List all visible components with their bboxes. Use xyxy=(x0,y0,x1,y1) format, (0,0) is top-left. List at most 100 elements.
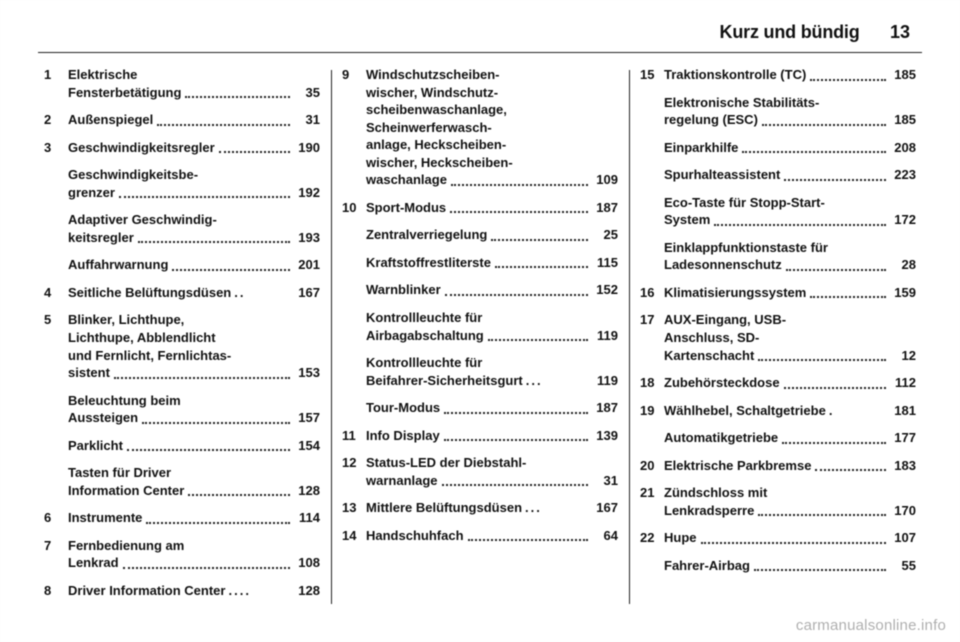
entry-text-line: Beleuchtung beim xyxy=(68,392,320,410)
entry-text-line: wischer, Heckscheiben- xyxy=(366,154,618,172)
entry-page: 167 xyxy=(294,284,320,302)
entry-page: 167 xyxy=(592,499,618,517)
entry-leader xyxy=(488,339,588,341)
entry-page: 109 xyxy=(592,171,618,189)
entry-text-line: Hupe xyxy=(664,529,697,547)
index-entry: 12Status-LED der Diebstahl-warnanlage31 xyxy=(342,454,618,489)
entry-page: 187 xyxy=(592,199,618,217)
entry-body: Driver Information Center....128 xyxy=(68,582,320,600)
entry-text-line: Wählhebel, Schaltgetriebe xyxy=(664,402,826,420)
entry-page: 112 xyxy=(890,374,916,392)
entry-leader xyxy=(491,239,588,241)
entry-body: ElektrischeFensterbetätigung35 xyxy=(68,66,320,101)
index-entry: 19Wählhebel, Schaltgetriebe.181 xyxy=(640,402,916,420)
index-entry: 22Hupe107 xyxy=(640,529,916,547)
entry-text-line: Adaptiver Geschwindig- xyxy=(68,211,320,229)
entry-number: 14 xyxy=(342,527,366,545)
entry-text-line: Eco-Taste für Stopp-Start- xyxy=(664,194,916,212)
index-entry: 1ElektrischeFensterbetätigung35 xyxy=(44,66,320,101)
entry-number: 19 xyxy=(640,402,664,420)
entry-text-line: Elektrische xyxy=(68,66,320,84)
index-entry: 2Außenspiegel31 xyxy=(44,111,320,129)
index-entry: 14Handschuhfach64 xyxy=(342,527,618,545)
entry-body: Parklicht154 xyxy=(68,437,320,455)
entry-leader xyxy=(138,241,290,243)
index-entry: Kontrollleuchte fürAirbagabschaltung119 xyxy=(342,309,618,344)
entry-body: Instrumente114 xyxy=(68,509,320,527)
entry-leader xyxy=(444,412,588,414)
entry-text-line: Aussteigen xyxy=(68,409,138,427)
entry-leader: . xyxy=(829,402,887,420)
entry-number: 8 xyxy=(44,582,68,600)
entry-page: 181 xyxy=(890,402,916,420)
entry-leader xyxy=(786,269,886,271)
entry-page: 183 xyxy=(890,457,916,475)
index-entry: Einparkhilfe208 xyxy=(640,139,916,157)
index-entry: 3Geschwindigkeitsregler190 xyxy=(44,139,320,157)
section-title: Kurz und bündig xyxy=(720,22,860,43)
index-column-3: 15Traktionskontrolle (TC)185Elektronisch… xyxy=(640,66,916,608)
entry-body: Außenspiegel31 xyxy=(68,111,320,129)
entry-page: 193 xyxy=(294,229,320,247)
index-entry: Kontrollleuchte fürBeifahrer-Sicherheits… xyxy=(342,354,618,389)
entry-leader xyxy=(714,224,886,226)
entry-leader xyxy=(815,469,886,471)
entry-body: Info Display139 xyxy=(366,427,618,445)
entry-text-line: Kontrollleuchte für xyxy=(366,309,618,327)
entry-text-line: Handschuhfach xyxy=(366,527,464,545)
entry-number: 5 xyxy=(44,311,68,329)
entry-body: Fernbedienung amLenkrad108 xyxy=(68,537,320,572)
index-entry: 6Instrumente114 xyxy=(44,509,320,527)
index-entry: Beleuchtung beimAussteigen157 xyxy=(44,392,320,427)
entry-page: 31 xyxy=(294,111,320,129)
entry-leader xyxy=(784,387,886,389)
entry-body: Elektronische Stabilitäts-regelung (ESC)… xyxy=(664,94,916,129)
entry-page: 170 xyxy=(890,502,916,520)
entry-leader xyxy=(188,494,290,496)
entry-text-line: scheibenwaschanlage, xyxy=(366,101,618,119)
index-entry: Warnblinker152 xyxy=(342,281,618,299)
index-column-1: 1ElektrischeFensterbetätigung35 2Außenspi… xyxy=(44,66,320,608)
entry-body: Warnblinker152 xyxy=(366,281,618,299)
entry-body: Sport-Modus 187 xyxy=(366,199,618,217)
entry-body: Blinker, Lichthupe,Lichthupe, Abblendlic… xyxy=(68,311,320,381)
column-separator xyxy=(629,70,630,604)
entry-text-line: Einparkhilfe xyxy=(664,139,738,157)
entry-body: Automatikgetriebe177 xyxy=(664,429,916,447)
entry-page: 25 xyxy=(592,226,618,244)
entry-text-line: Windschutzscheiben- xyxy=(366,66,618,84)
entry-leader xyxy=(451,184,588,186)
entry-body: Spurhalteassistent223 xyxy=(664,166,916,184)
entry-text-line: Fahrer-Airbag xyxy=(664,557,750,575)
entry-body: Tour-Modus187 xyxy=(366,399,618,417)
entry-page: 201 xyxy=(294,256,320,274)
entry-text-line: Zentralverriegelung xyxy=(366,226,487,244)
entry-page: 159 xyxy=(890,284,916,302)
entry-leader xyxy=(742,151,886,153)
index-entry: 17AUX-Eingang, USB-Anschluss, SD-Kartens… xyxy=(640,311,916,364)
entry-number: 15 xyxy=(640,66,664,84)
index-entry: 5Blinker, Lichthupe,Lichthupe, Abblendli… xyxy=(44,311,320,381)
entry-text-line: Automatikgetriebe xyxy=(664,429,778,447)
entry-text-line: Warnblinker xyxy=(366,281,441,299)
entry-text-line: Scheinwerferwasch- xyxy=(366,119,618,137)
entry-number: 4 xyxy=(44,284,68,302)
entry-leader xyxy=(172,269,290,271)
entry-body: Kontrollleuchte fürAirbagabschaltung119 xyxy=(366,309,618,344)
entry-text-line: Ladesonnenschutz xyxy=(664,256,782,274)
entry-text-line: waschanlage xyxy=(366,171,447,189)
entry-leader: .. xyxy=(234,284,291,302)
entry-body: Auffahrwarnung201 xyxy=(68,256,320,274)
entry-leader xyxy=(219,151,290,153)
entry-text-line: Einklappfunktionstaste für xyxy=(664,239,916,257)
entry-body: Zubehörsteckdose112 xyxy=(664,374,916,392)
entry-text-line: grenzer xyxy=(68,184,115,202)
entry-body: Elektrische Parkbremse183 xyxy=(664,457,916,475)
entry-body: Tasten für DriverInformation Center128 xyxy=(68,464,320,499)
entry-leader xyxy=(810,296,886,298)
entry-text-line: Sport-Modus xyxy=(366,199,446,217)
entry-text-line: Lenkradsperre xyxy=(664,502,754,520)
entry-text-line: Kontrollleuchte für xyxy=(366,354,618,372)
index-entry: Einklappfunktionstaste fürLadesonnenschu… xyxy=(640,239,916,274)
entry-body: AUX-Eingang, USB-Anschluss, SD-Kartensch… xyxy=(664,311,916,364)
